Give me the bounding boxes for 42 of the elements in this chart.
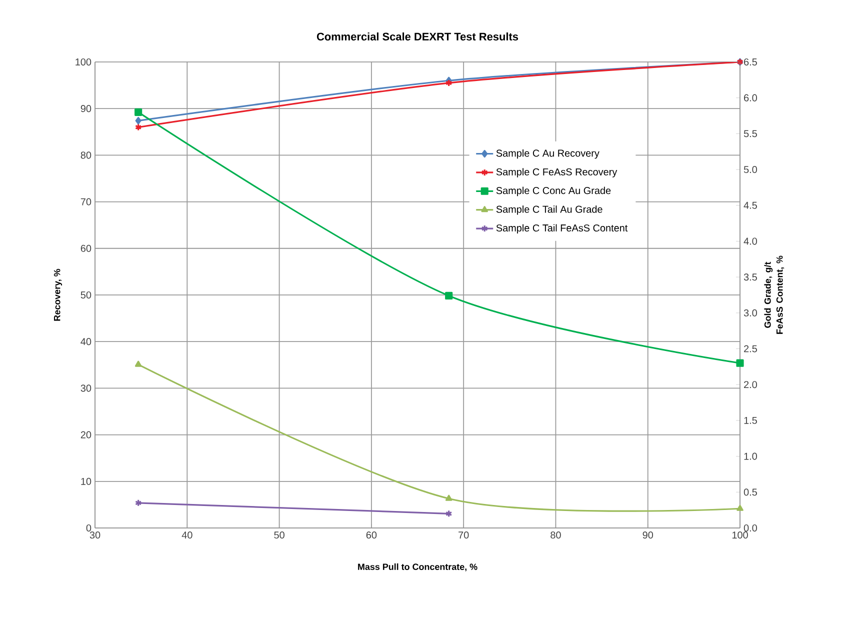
y2-tick-label: 2.0: [744, 381, 757, 388]
x-tick-label: 50: [274, 532, 284, 539]
y2-tick-label: 4.0: [744, 238, 757, 245]
y2-tick-label: 3.5: [744, 274, 757, 281]
y-tick-label: 0: [86, 524, 92, 532]
legend-label: Sample C Au Recovery: [496, 149, 600, 159]
chart-title: Commercial Scale DEXRT Test Results: [316, 32, 518, 40]
y-tick-label: 70: [80, 198, 92, 206]
y2-tick-label: 3.0: [744, 309, 757, 316]
y-tick-label: 50: [80, 291, 92, 299]
y2-tick-label: 1.0: [744, 452, 757, 460]
y-tick-label: 90: [80, 105, 92, 112]
y2-tick-label: 5.5: [744, 130, 757, 138]
y2-tick-label: 5.0: [744, 166, 757, 174]
legend-label: Sample C Conc Au Grade: [496, 186, 611, 196]
x-tick-label: 100: [732, 532, 748, 539]
y2-tick-label: 6.5: [744, 58, 757, 66]
x-tick-label: 70: [458, 532, 469, 539]
y2-tick-label: 0.5: [744, 488, 757, 496]
x-axis-title: Mass Pull to Concentrate, %: [358, 563, 478, 572]
y-tick-label: 60: [80, 244, 92, 252]
y2-tick-label: 4.5: [744, 202, 757, 209]
x-tick-label: 90: [642, 532, 654, 539]
legend-label: Sample C FeAsS Recovery: [496, 168, 618, 178]
y-tick-label: 80: [80, 152, 92, 159]
y-tick-label: 30: [80, 384, 92, 392]
x-tick-label: 80: [550, 532, 561, 539]
y2-tick-label: 0.0: [744, 524, 757, 532]
y-tick-label: 10: [81, 478, 92, 485]
y2-axis-title: Gold Grade, g/t FeAsS Content, %: [764, 256, 784, 334]
y-tick-label: 40: [80, 338, 92, 346]
legend-label: Sample C Tail FeAsS Content: [496, 224, 628, 234]
y2-tick-label: 6.0: [744, 94, 757, 102]
y-tick-label: 20: [80, 431, 92, 438]
y-axis-title: Recovery, %: [54, 268, 62, 321]
x-tick-label: 40: [182, 532, 192, 539]
legend-label: Sample C Tail Au Grade: [496, 205, 602, 215]
y2-tick-label: 1.5: [744, 416, 757, 424]
x-tick-label: 30: [90, 532, 100, 539]
y2-tick-label: 2.5: [744, 345, 757, 352]
x-tick-label: 60: [366, 532, 377, 539]
y-tick-label: 100: [76, 58, 92, 66]
